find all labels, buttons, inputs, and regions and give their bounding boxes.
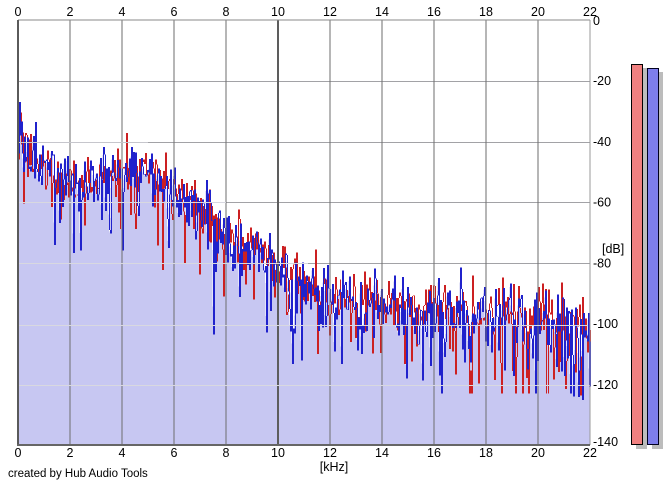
svg-text:[kHz]: [kHz] [320,460,348,474]
svg-text:18: 18 [479,446,493,460]
svg-text:created by Hub Audio Tools: created by Hub Audio Tools [8,468,148,480]
svg-text:12: 12 [323,5,337,19]
svg-text:22: 22 [583,5,597,19]
svg-text:16: 16 [427,446,441,460]
svg-text:-100: -100 [593,317,618,331]
svg-text:2: 2 [67,446,74,460]
svg-text:-120: -120 [593,378,618,392]
svg-text:18: 18 [479,5,493,19]
svg-text:14: 14 [375,5,389,19]
svg-text:-40: -40 [593,135,611,149]
svg-text:10: 10 [271,446,285,460]
svg-text:22: 22 [583,446,597,460]
svg-text:-20: -20 [593,74,611,88]
svg-text:14: 14 [375,446,389,460]
svg-text:4: 4 [119,446,126,460]
svg-text:8: 8 [223,5,230,19]
svg-text:16: 16 [427,5,441,19]
svg-text:12: 12 [323,446,337,460]
svg-text:0: 0 [15,446,22,460]
svg-text:6: 6 [171,5,178,19]
svg-text:-60: -60 [593,196,611,210]
svg-text:[dB]: [dB] [602,242,624,256]
svg-text:20: 20 [531,5,545,19]
svg-text:6: 6 [171,446,178,460]
svg-text:0: 0 [593,14,600,28]
svg-text:8: 8 [223,446,230,460]
svg-text:-140: -140 [593,435,618,449]
svg-text:0: 0 [15,5,22,19]
svg-text:2: 2 [67,5,74,19]
svg-text:10: 10 [271,5,285,19]
svg-text:4: 4 [119,5,126,19]
svg-text:20: 20 [531,446,545,460]
svg-text:-80: -80 [593,256,611,270]
